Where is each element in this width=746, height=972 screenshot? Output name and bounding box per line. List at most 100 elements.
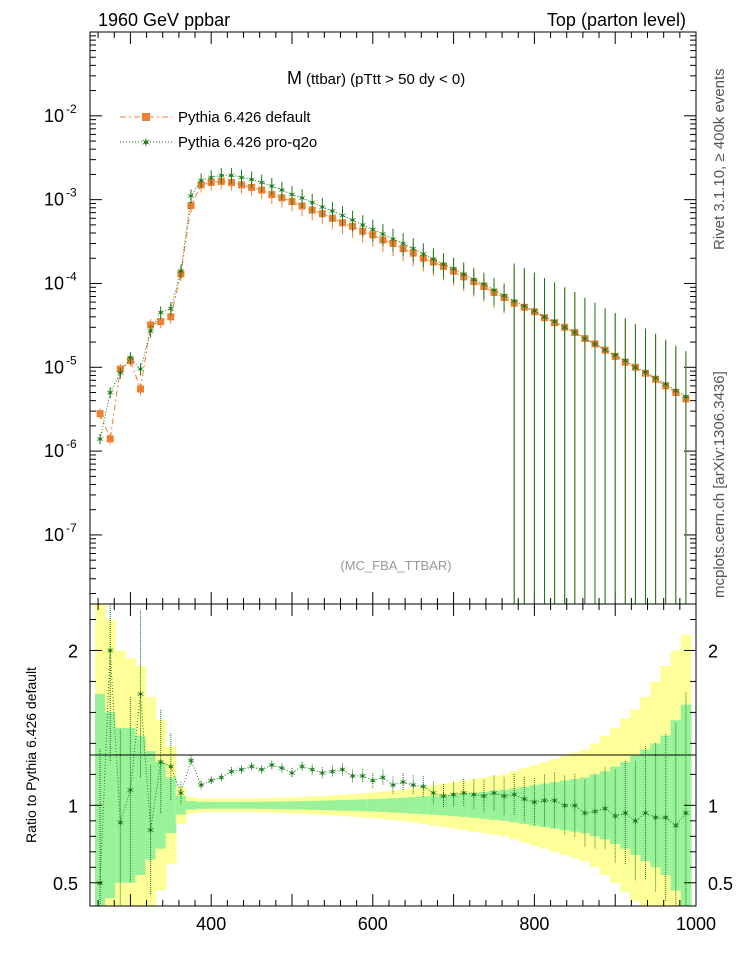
ratio-point: ✶ [186,755,195,767]
band-inner [377,798,389,812]
band-inner [579,777,591,834]
data-point-proq2o: ✶ [479,279,488,291]
data-point-proq2o: ✶ [590,339,599,351]
plot-title-main: M [287,68,302,88]
main-ytick-exponent: -6 [66,437,77,451]
ratio-point: ✶ [681,808,690,820]
band-inner [236,801,248,809]
ratio-point: ✶ [590,807,599,819]
ratio-point: ✶ [227,766,236,778]
data-point-proq2o: ✶ [95,434,104,446]
ratio-point: ✶ [550,796,559,808]
data-point-proq2o: ✶ [308,198,317,210]
data-point-proq2o: ✶ [671,385,680,397]
data-point-proq2o: ✶ [681,391,690,403]
ratio-point: ✶ [257,765,266,777]
data-point-proq2o: ✶ [267,181,276,193]
band-inner [387,798,399,813]
ratio-point: ✶ [560,800,569,812]
ratio-point: ✶ [277,763,286,775]
data-point-proq2o: ✶ [429,254,438,266]
ratio-point: ✶ [429,788,438,800]
legend: Pythia 6.426 default ✶ Pythia 6.426 pro-… [120,109,317,151]
data-point-proq2o: ✶ [388,234,397,246]
ratio-point: ✶ [449,789,458,801]
ratio-xtick-label: 800 [519,914,549,934]
ratio-y-ticks: 0.5 0.5 1 1 2 2 [53,618,733,894]
band-inner [195,801,207,809]
data-point-proq2o: ✶ [510,296,519,308]
ratio-point: ✶ [580,808,589,820]
band-inner [660,735,672,876]
band-inner [135,735,147,876]
data-point-proq2o: ✶ [217,170,226,182]
ratio-points: ✶✶✶✶✶✶✶ ✶✶✶✶ ✶ ✶✶ ✶ ✶ ✶ ✶ ✶ ✶✶ ✶ ✶ ✶ ✶✶ ✶ ✶ ✶✶ ✶ ✶ ✶✶ ✶ ✶ ✶ ✶ ✶ ✶… [95,604,691,906]
data-point-proq2o: ✶ [419,249,428,261]
ratio-ytick-label: 1 [68,796,78,816]
ratio-point: ✶ [479,791,488,803]
ratio-point: ✶ [176,788,185,800]
data-point-proq2o: ✶ [641,367,650,379]
band-inner [317,800,328,810]
data-point-proq2o: ✶ [631,362,640,374]
ratio-point: ✶ [671,820,680,832]
band-inner [640,749,652,862]
data-point-proq2o: ✶ [146,326,155,338]
data-point-proq2o: ✶ [530,306,539,318]
data-point-proq2o: ✶ [348,215,357,227]
data-point-proq2o: ✶ [570,328,579,340]
data-point-proq2o: ✶ [318,202,327,214]
band-inner [105,712,116,899]
ratio-point: ✶ [338,765,347,777]
ratio-point: ✶ [136,689,145,701]
ratio-point: ✶ [489,788,498,800]
ratio-point: ✶ [267,760,276,772]
data-point-proq2o: ✶ [176,266,185,278]
ratio-ytick-label-right: 2 [708,641,718,661]
band-inner [115,727,126,883]
data-point-proq2o: ✶ [489,285,498,297]
data-point-proq2o: ✶ [186,191,195,203]
band-inner [599,771,611,840]
main-ytick-label: 10 [44,441,64,461]
ratio-point: ✶ [207,776,216,788]
main-ytick-exponent: -7 [66,521,77,535]
band-inner [216,801,227,809]
ratio-x-ticks: 400 600 800 1000 [97,604,716,934]
ratio-point: ✶ [641,808,650,820]
watermark: (MC_FBA_TTBAR) [340,558,451,573]
ratio-ytick-label: 2 [68,641,78,661]
band-inner [357,799,369,812]
ratio-point: ✶ [237,765,246,777]
band-inner [155,761,167,849]
band-inner [488,790,500,820]
main-x-ticks [97,32,697,604]
data-point-proq2o: ✶ [156,308,165,320]
ratio-point: ✶ [368,776,377,788]
header-right: Top (parton level) [547,10,686,30]
ratio-frame [89,603,697,907]
data-point-proq2o: ✶ [409,244,418,256]
data-point-proq2o: ✶ [651,373,660,385]
main-ytick-exponent: -2 [66,102,77,116]
band-inner [428,795,440,815]
main-ytick-exponent: -5 [66,353,77,367]
ratio-point: ✶ [530,797,539,809]
band-inner [498,789,510,821]
ratio-point: ✶ [348,771,357,783]
band-inner [296,801,308,810]
ratio-point: ✶ [661,813,670,825]
ratio-point: ✶ [540,796,549,808]
band-inner [175,796,187,815]
ratio-point: ✶ [247,762,256,774]
data-point-default [157,318,165,326]
legend-label-default: Pythia 6.426 default [178,109,311,126]
band-inner [529,785,541,826]
main-ytick-label: 10 [44,190,64,210]
band-inner [347,799,359,811]
data-point-proq2o: ✶ [106,388,115,400]
band-inner [509,788,520,823]
data-point-default [106,435,114,443]
ratio-xtick-label: 1000 [676,914,716,934]
data-point-proq2o: ✶ [459,269,468,281]
